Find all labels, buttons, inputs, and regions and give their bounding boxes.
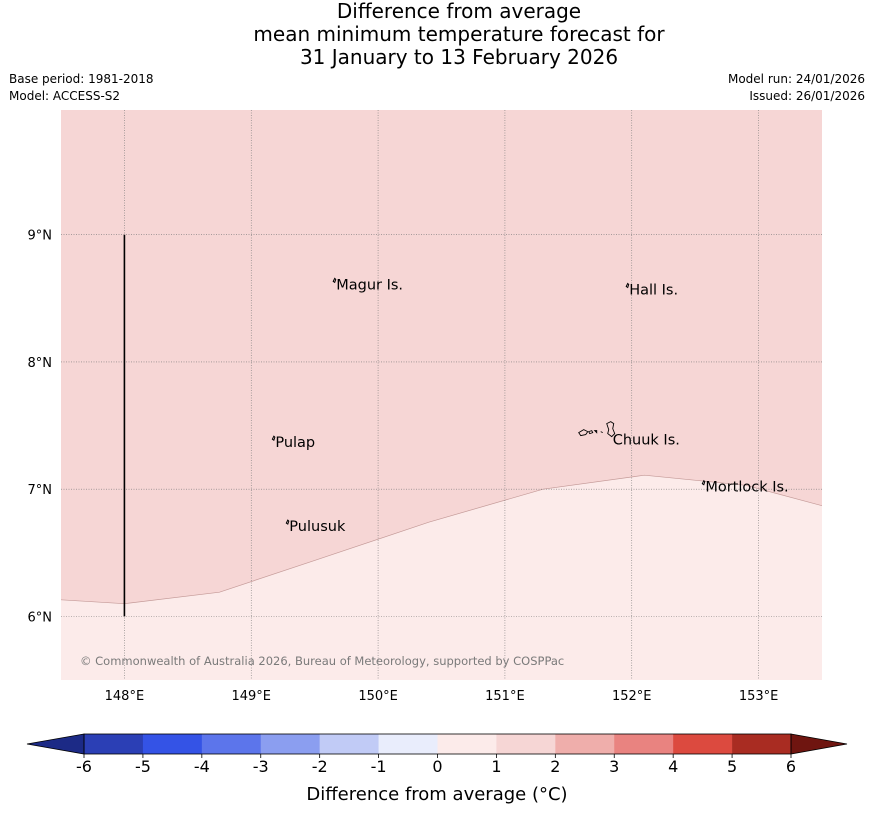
colorbar-segment bbox=[201, 734, 262, 754]
map-title: Difference from average mean minimum tem… bbox=[0, 0, 873, 69]
island-marker bbox=[332, 277, 337, 284]
issued-date: Issued: 26/01/2026 bbox=[749, 89, 865, 103]
colorbar-segment bbox=[142, 734, 203, 754]
model-name: Model: ACCESS-S2 bbox=[9, 89, 121, 103]
base-period: Base period: 1981-2018 bbox=[9, 72, 154, 86]
colorbar-segment bbox=[496, 734, 556, 754]
copyright-notice: © Commonwealth of Australia 2026, Bureau… bbox=[80, 654, 564, 668]
forecast-map: Magur Is. Hall Is. Pulap Chuuk Is. Mortlock … bbox=[28, 110, 822, 700]
colorbar-tick-label: -5 bbox=[135, 757, 151, 776]
longitude-label: 150°E bbox=[358, 689, 398, 700]
colorbar-tick-label: 5 bbox=[727, 757, 737, 776]
colorbar-tick-label: 6 bbox=[786, 757, 796, 776]
colorbar-segment bbox=[378, 734, 438, 754]
colorbar-segment bbox=[732, 734, 792, 754]
place-label: Chuuk Is. bbox=[613, 433, 680, 449]
latitude-label: 8°N bbox=[28, 356, 53, 371]
longitude-labels: 148°E 149°E 150°E 151°E 152°E 153°E bbox=[105, 689, 779, 700]
longitude-label: 153°E bbox=[739, 689, 779, 700]
colorbar-segments bbox=[84, 734, 792, 754]
island-marker bbox=[271, 435, 276, 441]
place-label: Hall Is. bbox=[629, 282, 678, 298]
colorbar-label: Difference from average (°C) bbox=[306, 784, 567, 805]
latitude-label: 7°N bbox=[28, 483, 53, 498]
colorbar-tick-label: -3 bbox=[253, 757, 269, 776]
meta-left: Base period: 1981-2018 Model: ACCESS-S2 bbox=[9, 71, 154, 105]
colorbar-over-arrow bbox=[790, 733, 848, 755]
colorbar-ticks: -6 -5 -4 -3 -2 -1 0 1 2 3 4 5 6 bbox=[76, 754, 796, 776]
island-marker bbox=[578, 421, 616, 438]
colorbar-tick-label: 1 bbox=[491, 757, 501, 776]
model-run: Model run: 24/01/2026 bbox=[727, 72, 865, 86]
title-line-1: Difference from average bbox=[336, 0, 582, 23]
anomaly-band-0-1 bbox=[61, 475, 822, 680]
island-marker bbox=[285, 519, 290, 525]
island-marker bbox=[625, 282, 630, 289]
longitude-label: 151°E bbox=[485, 689, 525, 700]
place-label: Magur Is. bbox=[336, 277, 403, 293]
meta-right: Model run: 24/01/2026 Issued: 26/01/2026 bbox=[728, 71, 865, 105]
title-line-3: 31 January to 13 February 2026 bbox=[299, 45, 619, 69]
colorbar-frame bbox=[83, 733, 792, 755]
colorbar-segment bbox=[437, 734, 497, 754]
title-line-2: mean minimum temperature forecast for bbox=[253, 22, 665, 46]
colorbar-segment bbox=[673, 734, 733, 754]
latitude-label: 9°N bbox=[28, 229, 53, 244]
contour-line-1c bbox=[61, 474, 822, 605]
colorbar-tick-label: 3 bbox=[609, 757, 619, 776]
longitude-label: 148°E bbox=[105, 689, 145, 700]
place-label: Pulap bbox=[275, 435, 315, 451]
place-label: Mortlock Is. bbox=[705, 480, 788, 496]
longitude-label: 152°E bbox=[612, 689, 652, 700]
place-label: Pulusuk bbox=[289, 519, 346, 535]
latitude-labels: 6°N 7°N 8°N 9°N bbox=[28, 229, 53, 626]
colorbar-tick-label: 4 bbox=[668, 757, 678, 776]
colorbar-under-arrow bbox=[26, 733, 85, 755]
colorbar-tick-label: 0 bbox=[432, 757, 442, 776]
colorbar-segment bbox=[84, 734, 144, 754]
latitude-label: 6°N bbox=[28, 610, 53, 625]
colorbar-segment bbox=[319, 734, 379, 754]
colorbar-tick-label: 2 bbox=[550, 757, 560, 776]
colorbar-tick-label: -2 bbox=[312, 757, 328, 776]
islands: Magur Is. Hall Is. Pulap Chuuk Is. Mortlock … bbox=[271, 277, 789, 535]
island-marker bbox=[701, 479, 706, 486]
colorbar-segment bbox=[555, 734, 615, 754]
colorbar-tick-label: -4 bbox=[194, 757, 210, 776]
colorbar-segment bbox=[260, 734, 320, 754]
colorbar-tick-label: -1 bbox=[371, 757, 387, 776]
colorbar-segment bbox=[614, 734, 674, 754]
colorbar-tick-label: -6 bbox=[76, 757, 92, 776]
longitude-label: 149°E bbox=[231, 689, 271, 700]
